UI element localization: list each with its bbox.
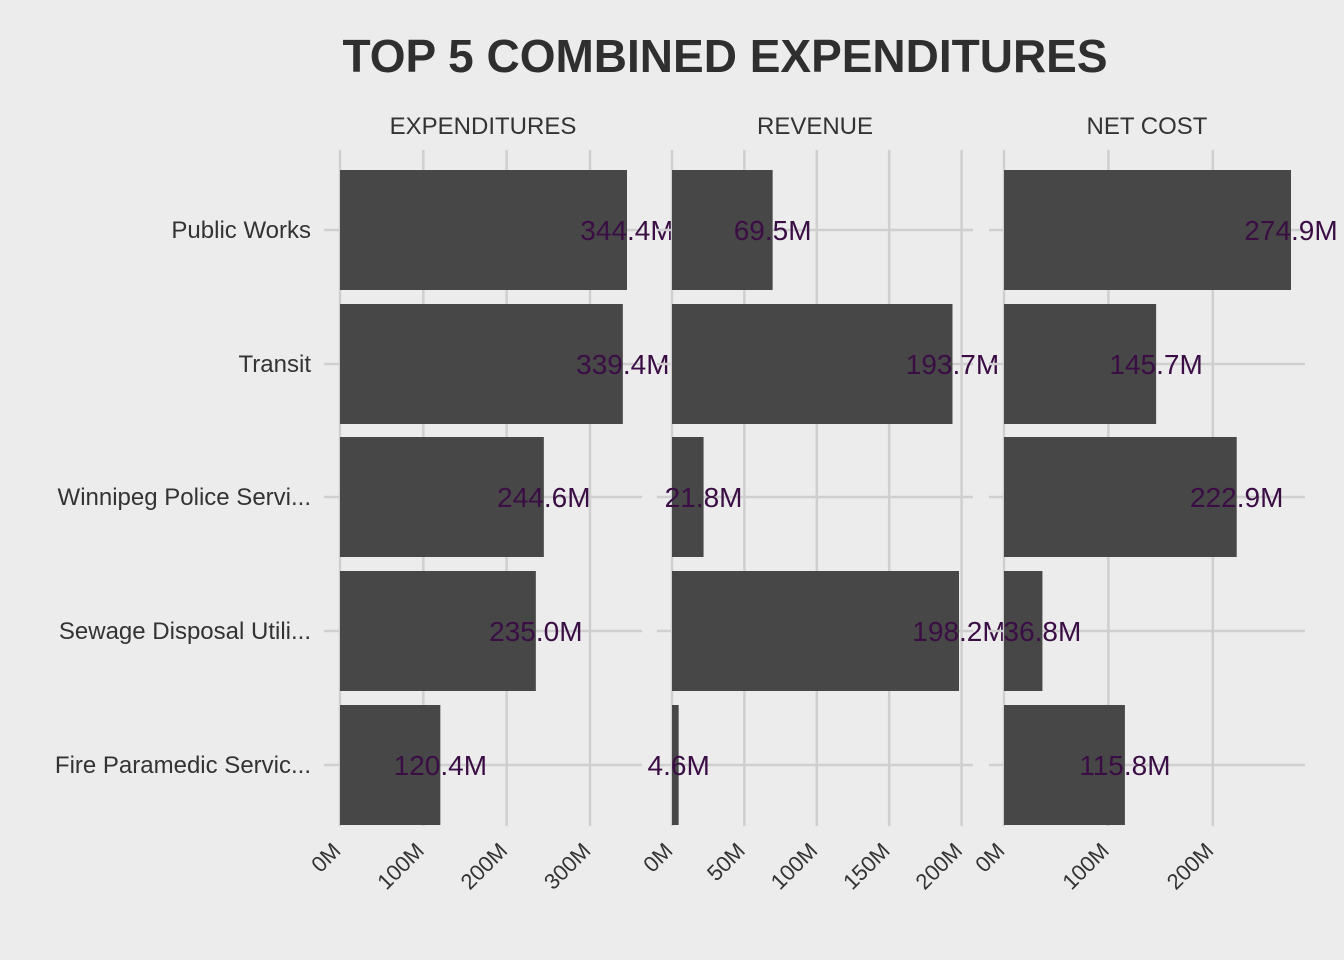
category-label: Fire Paramedic Servic...	[55, 752, 311, 779]
x-tick-label: 300M	[539, 838, 596, 895]
bar	[340, 437, 544, 557]
data-label: 115.8M	[1079, 750, 1170, 781]
facet-panel: NET COST 0M 100M 200M 274.9M 145.7M 222.9M 36.8…	[970, 113, 1337, 894]
data-label: 36.8M	[1004, 616, 1082, 647]
bar	[340, 571, 536, 691]
x-tick-label: 200M	[911, 838, 968, 895]
data-label: 69.5M	[734, 215, 812, 246]
x-tick-label: 0M	[970, 838, 1009, 877]
data-label: 120.4M	[394, 750, 487, 781]
bar	[672, 170, 773, 290]
data-label: 339.4M	[576, 349, 669, 380]
data-label: 145.7M	[1109, 349, 1202, 380]
data-label: 193.7M	[906, 349, 999, 380]
facet-label: NET COST	[1087, 113, 1208, 140]
x-tick-label: 150M	[838, 838, 895, 895]
bar	[1004, 304, 1157, 424]
data-label: 21.8M	[665, 482, 743, 513]
bar	[672, 705, 679, 825]
bar	[672, 304, 953, 424]
facet-label: REVENUE	[757, 113, 873, 140]
x-tick-label: 50M	[702, 838, 750, 886]
x-tick-label: 100M	[1057, 838, 1114, 895]
x-tick-label: 200M	[1162, 838, 1219, 895]
bar	[672, 437, 704, 557]
bar	[1004, 437, 1237, 557]
bar	[1004, 705, 1125, 825]
data-label: 4.6M	[648, 750, 710, 781]
x-tick-label: 0M	[306, 838, 345, 877]
bar	[340, 705, 441, 825]
x-tick-label: 100M	[766, 838, 823, 895]
category-label: Winnipeg Police Servi...	[58, 484, 311, 511]
facet-panel: REVENUE 0M 50M 100M 150M 200M 69.5M 193.7M 21.8M…	[638, 113, 1005, 894]
data-label: 235.0M	[489, 616, 582, 647]
category-label: Sewage Disposal Utili...	[59, 618, 311, 645]
bar	[340, 170, 627, 290]
data-label: 274.9M	[1244, 215, 1337, 246]
bar	[672, 571, 959, 691]
bar	[340, 304, 623, 424]
bar	[1004, 571, 1043, 691]
x-tick-label: 100M	[372, 838, 429, 895]
bar	[1004, 170, 1291, 290]
category-axis: Public Works Transit Winnipeg Police Servi…	[55, 217, 311, 779]
category-label: Public Works	[171, 217, 311, 244]
chart-title: TOP 5 COMBINED EXPENDITURES	[342, 30, 1107, 82]
facet-label: EXPENDITURES	[390, 113, 577, 140]
data-label: 244.6M	[497, 482, 590, 513]
data-label: 222.9M	[1190, 482, 1283, 513]
category-label: Transit	[239, 351, 312, 378]
x-tick-label: 200M	[456, 838, 513, 895]
x-tick-label: 0M	[638, 838, 677, 877]
